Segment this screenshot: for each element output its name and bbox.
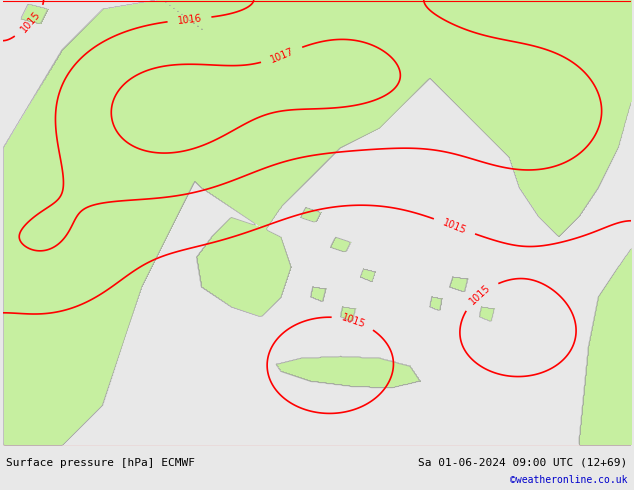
Text: 1015: 1015 xyxy=(441,217,468,236)
Text: 1015: 1015 xyxy=(19,9,42,34)
Text: 1017: 1017 xyxy=(268,46,295,65)
Text: 1015: 1015 xyxy=(340,312,366,329)
Text: Surface pressure [hPa] ECMWF: Surface pressure [hPa] ECMWF xyxy=(6,458,195,468)
Text: 1015: 1015 xyxy=(467,283,493,307)
Text: 1016: 1016 xyxy=(177,13,202,25)
Text: ©weatheronline.co.uk: ©weatheronline.co.uk xyxy=(510,475,628,485)
Bar xyxy=(3,446,631,486)
Text: Sa 01-06-2024 09:00 UTC (12+69): Sa 01-06-2024 09:00 UTC (12+69) xyxy=(418,458,628,468)
